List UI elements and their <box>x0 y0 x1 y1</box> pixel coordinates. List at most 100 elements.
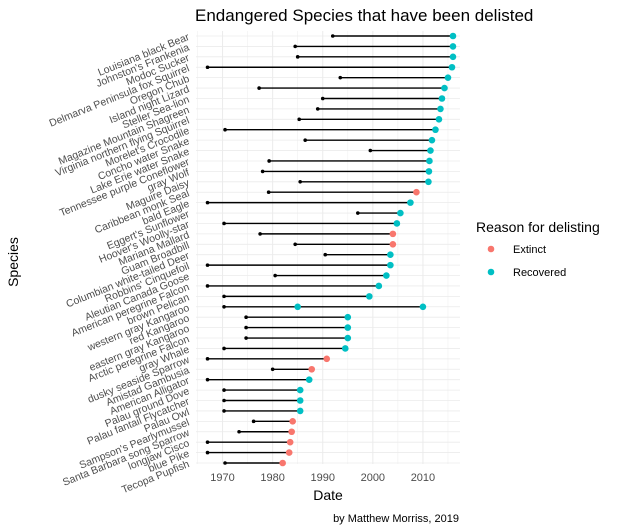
start-point <box>223 461 227 465</box>
legend-key-recovered <box>487 268 495 276</box>
start-point <box>298 180 302 184</box>
caption: by Matthew Morriss, 2019 <box>333 513 459 525</box>
start-point <box>293 242 297 247</box>
start-point <box>266 190 271 195</box>
end-point <box>444 74 452 81</box>
end-point <box>428 136 436 144</box>
end-point <box>441 84 448 92</box>
end-point <box>449 43 457 50</box>
end-point <box>387 251 394 259</box>
start-point <box>295 55 300 59</box>
start-point <box>260 169 265 174</box>
start-point <box>244 315 248 319</box>
x-tick-label: 1980 <box>260 472 284 484</box>
end-point <box>289 418 296 425</box>
end-point <box>341 345 349 352</box>
legend-label-recovered: Recovered <box>513 267 566 279</box>
x-tick-labels: 1970 1980 1990 2000 2010 <box>210 472 435 484</box>
end-point <box>389 240 397 248</box>
end-point <box>407 199 414 206</box>
start-point <box>330 34 335 38</box>
end-point <box>419 303 427 311</box>
start-point <box>205 284 210 288</box>
end-point <box>279 459 286 467</box>
end-point <box>449 53 457 61</box>
end-point <box>344 324 352 331</box>
end-point <box>437 105 444 113</box>
start-point <box>368 148 373 153</box>
end-point <box>296 386 304 394</box>
start-point <box>205 440 210 444</box>
end-point <box>366 293 373 300</box>
end-point <box>308 365 316 373</box>
end-point <box>389 230 397 238</box>
start-point <box>338 75 343 80</box>
x-tick-label: 2000 <box>361 472 385 484</box>
start-point <box>205 263 210 267</box>
chart-title: Endangered Species that have been delist… <box>195 6 533 25</box>
end-point <box>425 178 432 186</box>
end-point <box>425 168 433 175</box>
start-point <box>205 450 210 455</box>
start-point <box>315 107 320 111</box>
end-point <box>286 438 294 446</box>
start-point <box>222 388 226 392</box>
x-tick-label: 1990 <box>310 472 334 484</box>
legend-title: Reason for delisting <box>476 219 600 235</box>
start-point <box>244 325 248 330</box>
data-marks <box>205 32 457 467</box>
start-point <box>205 65 210 70</box>
start-point <box>244 336 248 340</box>
end-point <box>413 188 420 196</box>
start-point <box>205 357 210 361</box>
start-point <box>222 398 226 403</box>
legend-key-extinct <box>487 245 495 253</box>
x-tick-label: 2010 <box>411 472 435 484</box>
end-point <box>438 95 446 102</box>
end-point <box>375 282 383 290</box>
end-point <box>427 147 434 154</box>
start-point <box>323 252 328 257</box>
start-point <box>270 367 275 372</box>
end-point <box>393 220 401 227</box>
end-point <box>323 355 331 363</box>
start-point <box>297 117 301 122</box>
start-point <box>222 221 226 226</box>
end-point <box>435 116 443 123</box>
start-point <box>205 377 210 382</box>
start-point <box>356 211 360 215</box>
start-point <box>237 429 241 434</box>
x-axis-title: Date <box>313 487 343 503</box>
end-point <box>296 407 304 415</box>
mid-point <box>294 303 301 311</box>
legend-label-extinct: Extinct <box>513 244 546 256</box>
start-point <box>320 96 325 101</box>
end-point <box>296 397 304 404</box>
end-point <box>387 261 394 269</box>
end-point <box>285 449 293 456</box>
x-tick-label: 1970 <box>210 472 234 484</box>
start-point <box>257 86 261 90</box>
end-point <box>288 428 295 436</box>
start-point <box>251 419 256 424</box>
start-point <box>267 159 271 163</box>
plot-panel <box>196 31 460 464</box>
start-point <box>222 294 226 299</box>
end-point <box>397 209 404 217</box>
start-point <box>222 409 226 413</box>
start-point <box>222 346 226 351</box>
end-point <box>426 157 433 165</box>
end-point <box>432 126 439 134</box>
legend: Reason for delisting Extinct Recovered <box>476 219 600 279</box>
start-point <box>273 273 277 278</box>
y-axis-title: Species <box>5 237 21 287</box>
end-point <box>448 63 456 71</box>
end-point <box>344 334 352 342</box>
start-point <box>303 138 308 142</box>
end-point <box>449 32 457 40</box>
start-point <box>223 127 227 132</box>
end-point <box>383 272 390 279</box>
start-point <box>258 232 262 236</box>
